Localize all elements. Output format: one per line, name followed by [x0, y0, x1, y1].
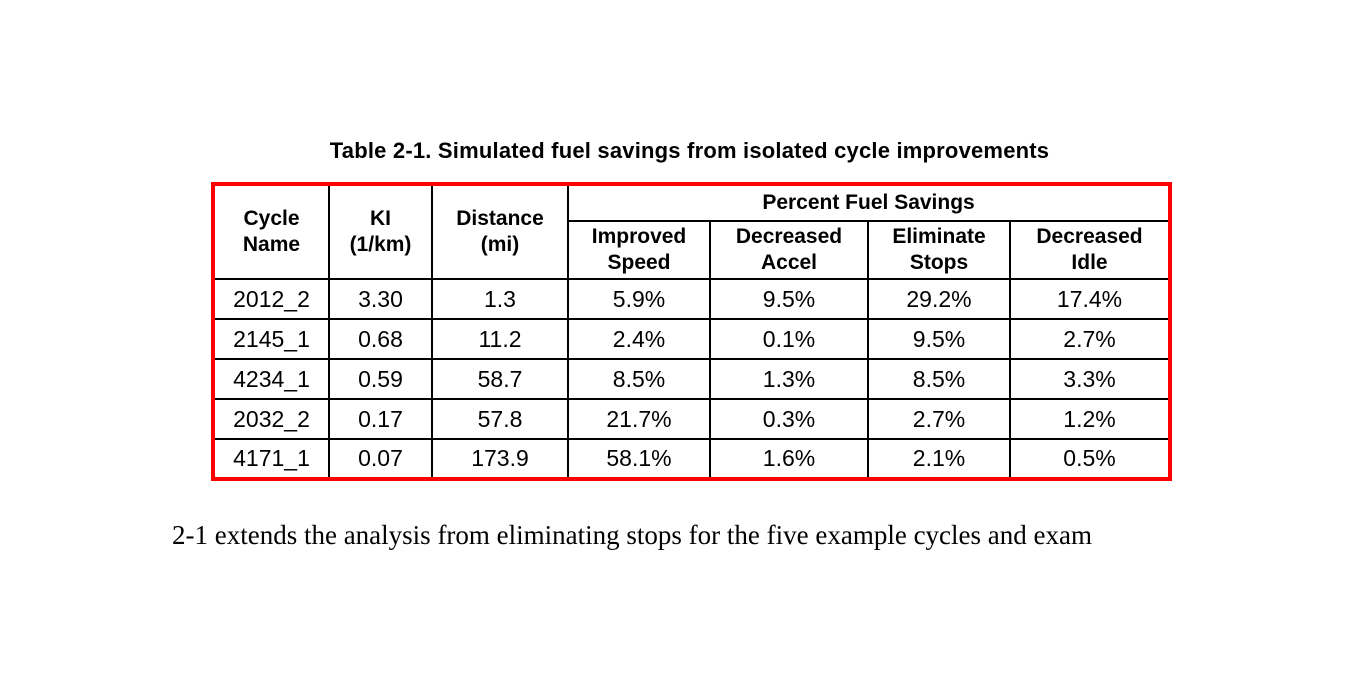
cell-ki: 0.07 [328, 438, 433, 480]
cell-distance: 11.2 [431, 318, 569, 360]
body-text: 2-1 extends the analysis from eliminatin… [172, 520, 1092, 550]
cell-improved-speed: 8.5% [567, 358, 711, 400]
cell-cycle-name: 2145_1 [212, 318, 330, 360]
col-header-decreased-idle: Decreased Idle [1008, 220, 1172, 280]
cell-decreased-idle: 2.7% [1008, 318, 1172, 360]
cell-cycle-name: 2032_2 [212, 398, 330, 440]
cell-ki: 3.30 [328, 278, 433, 320]
col-header-decreased-accel: Decreased Accel [709, 220, 869, 280]
cell-improved-speed: 5.9% [567, 278, 711, 320]
cell-eliminate-stops: 2.7% [867, 398, 1011, 440]
cell-decreased-idle: 0.5% [1008, 438, 1172, 480]
table-header-row-group: Cycle Name KI (1/km) Distance (mi) Perce… [212, 183, 1172, 280]
table-row: 2012_2 3.30 1.3 5.9% 9.5% 29.2% 17.4% [212, 278, 1172, 320]
cell-distance: 58.7 [431, 358, 569, 400]
table-caption: Table 2-1. Simulated fuel savings from i… [329, 138, 1050, 163]
cell-ki: 0.68 [328, 318, 433, 360]
cell-decreased-idle: 1.2% [1008, 398, 1172, 440]
col-header-cycle-name: Cycle Name [212, 183, 330, 280]
table-row: 2032_2 0.17 57.8 21.7% 0.3% 2.7% 1.2% [212, 398, 1172, 440]
cell-decreased-idle: 3.3% [1008, 358, 1172, 400]
fuel-savings-table: Cycle Name KI (1/km) Distance (mi) Perce… [211, 182, 1173, 481]
cell-eliminate-stops: 2.1% [867, 438, 1011, 480]
cell-distance: 1.3 [431, 278, 569, 320]
cell-decreased-accel: 0.1% [709, 318, 869, 360]
cell-cycle-name: 4234_1 [212, 358, 330, 400]
col-header-improved-speed: Improved Speed [567, 220, 711, 280]
cell-decreased-accel: 9.5% [709, 278, 869, 320]
cell-ki: 0.17 [328, 398, 433, 440]
cell-improved-speed: 21.7% [567, 398, 711, 440]
table-row: 2145_1 0.68 11.2 2.4% 0.1% 9.5% 2.7% [212, 318, 1172, 360]
cell-improved-speed: 58.1% [567, 438, 711, 480]
cell-improved-speed: 2.4% [567, 318, 711, 360]
col-group-header-percent-fuel-savings: Percent Fuel Savings [566, 183, 1172, 222]
col-header-ki: KI (1/km) [328, 183, 433, 280]
cell-cycle-name: 4171_1 [212, 438, 330, 480]
cell-eliminate-stops: 29.2% [867, 278, 1011, 320]
cell-ki: 0.59 [328, 358, 433, 400]
col-header-eliminate-stops: Eliminate Stops [867, 220, 1011, 280]
cell-decreased-accel: 0.3% [709, 398, 869, 440]
cell-cycle-name: 2012_2 [212, 278, 330, 320]
col-header-distance: Distance (mi) [431, 183, 569, 280]
cell-distance: 57.8 [431, 398, 569, 440]
cell-eliminate-stops: 8.5% [867, 358, 1011, 400]
cell-eliminate-stops: 9.5% [867, 318, 1011, 360]
cell-distance: 173.9 [431, 438, 569, 480]
cell-decreased-accel: 1.3% [709, 358, 869, 400]
table-row: 4234_1 0.59 58.7 8.5% 1.3% 8.5% 3.3% [212, 358, 1172, 400]
cell-decreased-accel: 1.6% [709, 438, 869, 480]
cell-decreased-idle: 17.4% [1008, 278, 1172, 320]
table-header-row-sub: Improved Speed Decreased Accel Eliminate… [213, 220, 1172, 280]
table-row: 4171_1 0.07 173.9 58.1% 1.6% 2.1% 0.5% [212, 438, 1172, 480]
